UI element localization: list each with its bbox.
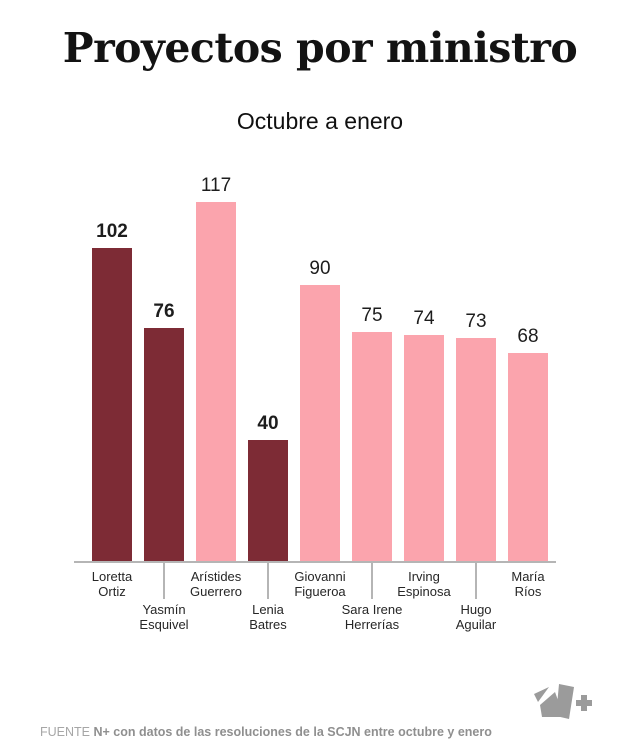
bar — [144, 328, 184, 563]
bar-value-label: 74 — [413, 308, 435, 329]
x-axis-label: Giovanni Figueroa — [268, 569, 372, 599]
x-axis-label-line: Figueroa — [294, 584, 346, 599]
x-axis-label-line: María — [511, 569, 545, 584]
chart-subtitle: Octubre a enero — [236, 108, 404, 134]
bar-column: 74 — [404, 308, 444, 563]
x-axis-label: Arístides Guerrero — [164, 569, 268, 599]
source-prefix: FUENTE — [40, 725, 90, 739]
x-axis-label-line: Batres — [249, 617, 287, 632]
x-axis-label-line: Loretta — [91, 569, 133, 584]
x-axis-label-line: Guerrero — [189, 584, 243, 599]
x-axis-label-line: Hugo — [460, 602, 492, 617]
x-axis-label: Sara Irene Herrerías — [320, 602, 424, 632]
bar — [508, 353, 548, 563]
x-axis-label-line: Yasmín — [142, 602, 186, 617]
x-axis-label-line: Sara Irene — [341, 602, 403, 617]
x-axis-label-line: Ríos — [514, 584, 542, 599]
x-axis-label-line: Giovanni — [294, 569, 346, 584]
bar-column: 102 — [92, 221, 132, 563]
bar — [248, 440, 288, 563]
x-axis-label-line: Irving — [408, 569, 440, 584]
bar — [404, 335, 444, 563]
bar-column: 68 — [508, 326, 548, 563]
x-axis-label-line: Herrerías — [344, 617, 400, 632]
bar-value-label: 40 — [257, 413, 279, 434]
bar-value-label: 117 — [200, 175, 232, 196]
axis-tick — [371, 563, 373, 599]
bar — [456, 338, 496, 563]
x-axis-label-line: Ortiz — [98, 584, 126, 599]
bar-value-label: 90 — [309, 258, 331, 279]
bar-value-label: 73 — [465, 311, 487, 332]
bar-value-label: 102 — [96, 221, 128, 242]
bar-value-label: 68 — [517, 326, 539, 347]
axis-tick — [475, 563, 477, 599]
x-axis-label-line: Aguilar — [455, 617, 497, 632]
source-line: FUENTE N+ con datos de las resoluciones … — [40, 725, 492, 739]
x-axis-label-line: Lenia — [252, 602, 284, 617]
source-text: N+ con datos de las resoluciones de la S… — [93, 725, 492, 739]
bar — [92, 248, 132, 563]
x-axis-line — [74, 561, 556, 563]
x-axis-label: Irving Espinosa — [372, 569, 476, 599]
x-axis-label: María Ríos — [476, 569, 580, 599]
bar — [300, 285, 340, 563]
bar-value-label: 76 — [153, 301, 175, 322]
bar-column: 75 — [352, 305, 392, 563]
bar-column: 73 — [456, 311, 496, 563]
axis-tick — [163, 563, 165, 599]
bar-column: 117 — [196, 175, 236, 563]
bar-column: 40 — [248, 413, 288, 563]
bar-value-label: 75 — [361, 305, 383, 326]
x-axis-label-line: Esquivel — [139, 617, 189, 632]
bar — [196, 202, 236, 563]
nplus-logo-icon — [534, 684, 592, 719]
x-axis-label-line: Espinosa — [397, 584, 451, 599]
x-axis-label: Yasmín Esquivel — [112, 602, 216, 632]
x-axis-label: Lenia Batres — [216, 602, 320, 632]
x-axis-label-line: Arístides — [190, 569, 242, 584]
bar-column: 76 — [144, 301, 184, 563]
bar-column: 90 — [300, 258, 340, 563]
bar — [352, 332, 392, 563]
x-axis-label: Loretta Ortiz — [60, 569, 164, 599]
page-title: Proyectos por ministro — [62, 24, 578, 72]
axis-tick — [267, 563, 269, 599]
x-axis-label: Hugo Aguilar — [424, 602, 528, 632]
